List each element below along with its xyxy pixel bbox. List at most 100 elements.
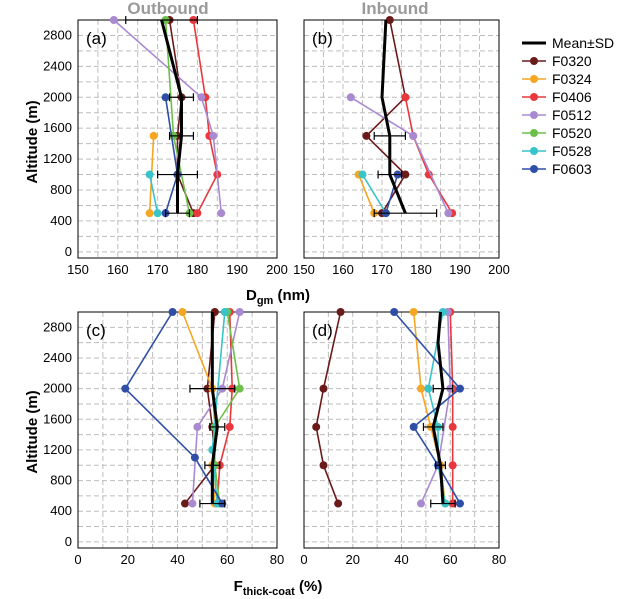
data-layer	[121, 308, 244, 508]
data-point-F0324	[149, 131, 158, 140]
data-point-F0324	[145, 209, 154, 218]
x-label-bottom-sub: thick-coat	[243, 586, 295, 598]
x-tick-label: 170	[371, 262, 393, 277]
data-point-F0320	[385, 16, 394, 24]
x-tick-label: 0	[74, 552, 81, 567]
data-point-F0603	[456, 499, 464, 508]
legend-swatch-dot	[530, 57, 538, 65]
data-point-F0406	[193, 209, 202, 218]
legend-swatch-dot	[530, 165, 538, 173]
data-point-F0512	[235, 308, 244, 316]
x-tick-label: 180	[187, 262, 209, 277]
series-line-F0406	[404, 97, 453, 214]
x-label-top-unit: (nm)	[273, 287, 310, 304]
x-tick-label: 0	[300, 552, 307, 567]
x-tick-label: 170	[147, 262, 169, 277]
data-point-F0603	[456, 384, 464, 393]
legend-label: F0320	[552, 53, 592, 69]
x-axis-label-bottom: Fthick-coat (%)	[234, 578, 323, 598]
legend: Mean±SD F0320 F0324 F0406 F0512 F0520 F0528 F06…	[522, 35, 614, 177]
data-point-F0512	[409, 131, 418, 140]
data-point-F0528	[220, 308, 229, 316]
x-tick-label: 190	[226, 262, 248, 277]
plot-frame	[303, 311, 500, 549]
x-tick-label: 160	[107, 262, 129, 277]
legend-swatch-dot	[530, 93, 538, 101]
data-point-F0603	[409, 422, 418, 431]
data-point-F0320	[319, 461, 328, 470]
series-line-Mean±SD	[160, 19, 183, 214]
data-point-F0512	[417, 499, 425, 508]
data-point-F0320	[336, 308, 345, 316]
series-line-F0528	[361, 174, 387, 214]
y-tick-label: 2800	[43, 319, 72, 334]
data-layer	[312, 308, 464, 508]
data-point-F0512	[346, 93, 355, 102]
series-line-F0512	[191, 311, 241, 504]
y-tick-label: 2800	[43, 27, 72, 42]
legend-label-mean: Mean±SD	[552, 35, 614, 51]
y-tick-label: 2000	[43, 89, 72, 104]
y-tick-label: 1200	[43, 151, 72, 166]
x-tick-label: 60	[220, 552, 234, 567]
data-point-F0603	[121, 384, 130, 393]
x-tick-label: 150	[67, 262, 89, 277]
legend-label: F0406	[552, 89, 592, 105]
data-point-F0406	[225, 422, 234, 431]
legend-swatch-dot	[530, 111, 538, 119]
y-tick-label: 0	[65, 244, 72, 259]
x-tick-label: 160	[332, 262, 354, 277]
series-line-F0512	[420, 311, 452, 504]
plot-frame	[77, 311, 278, 549]
panel-3: 0 20 40 60 80 (d)	[300, 308, 506, 567]
series-line-F0406	[216, 311, 234, 504]
x-tick-label: 180	[410, 262, 432, 277]
panels: 150 160 170 180 190 2000400800120016002000240…	[43, 16, 510, 567]
data-point-F0603	[190, 453, 199, 462]
panel-0: 150 160 170 180 190 2000400800120016002000240…	[43, 16, 288, 277]
x-label-top-main: D	[246, 287, 257, 304]
data-point-F0406	[401, 93, 410, 102]
data-point-F0512	[217, 209, 226, 218]
data-point-F0320	[312, 422, 321, 431]
data-point-F0603	[390, 308, 399, 316]
y-tick-label: 800	[50, 182, 72, 197]
plot-frame	[303, 19, 500, 259]
x-tick-label: 200	[488, 262, 510, 277]
y-tick-label: 2000	[43, 381, 72, 396]
data-point-F0512	[209, 131, 218, 140]
series-line-F0603	[124, 311, 223, 504]
y-tick-label: 400	[50, 213, 72, 228]
x-label-bottom-main: F	[234, 578, 243, 595]
y-tick-label: 2400	[43, 350, 72, 365]
data-point-F0406	[448, 461, 457, 470]
y-tick-label: 0	[65, 534, 72, 549]
data-point-F0528	[145, 170, 154, 179]
series-line-F0528	[148, 174, 159, 214]
panel-label: (d)	[312, 321, 333, 340]
x-tick-label: 40	[170, 552, 184, 567]
data-point-F0520	[235, 384, 244, 393]
data-point-F0512	[444, 209, 453, 218]
data-point-F0528	[153, 209, 162, 218]
series-line-F0512	[113, 19, 223, 214]
legend-label: F0520	[552, 125, 592, 141]
data-point-F0320	[319, 384, 328, 393]
legend-label: F0512	[552, 107, 592, 123]
series-line-F0603	[385, 174, 399, 214]
x-tick-label: 60	[443, 552, 457, 567]
data-point-F0528	[424, 384, 433, 393]
panel-label: (a)	[86, 29, 107, 48]
legend-label: F0603	[552, 161, 592, 177]
y-tick-label: 1600	[43, 120, 72, 135]
data-point-F0320	[362, 131, 371, 140]
y-tick-label: 2400	[43, 58, 72, 73]
x-tick-label: 20	[121, 552, 135, 567]
panel-label: (c)	[86, 321, 106, 340]
data-point-F0512	[109, 16, 118, 24]
col-title-inbound: Inbound	[361, 0, 428, 18]
data-layer	[109, 16, 226, 218]
x-tick-label: 80	[270, 552, 284, 567]
x-tick-label: 190	[449, 262, 471, 277]
